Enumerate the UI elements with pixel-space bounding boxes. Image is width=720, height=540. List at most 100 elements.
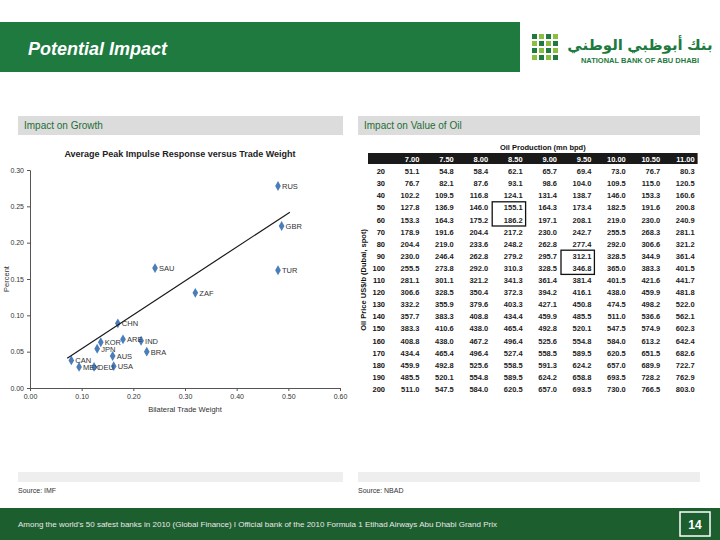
table-cell: 104.0 bbox=[573, 179, 592, 188]
table-cell: 219.0 bbox=[435, 240, 454, 249]
y-tick-mark bbox=[27, 279, 30, 280]
table-cell: 242.7 bbox=[573, 228, 592, 237]
y-axis: 0.000.050.100.150.200.250.30 bbox=[10, 167, 30, 392]
x-tick-mark bbox=[288, 388, 289, 391]
table-cell: 197.1 bbox=[538, 216, 557, 225]
column-header: 7.00 bbox=[405, 155, 420, 164]
x-axis-title: Bilateral Trade Weight bbox=[148, 405, 223, 414]
y-tick-label: 0.10 bbox=[10, 312, 24, 319]
y-tick: 0.25 bbox=[10, 203, 30, 210]
table-cell: 164.3 bbox=[538, 203, 557, 212]
table-cell: 434.4 bbox=[401, 349, 421, 358]
row-header: 110 bbox=[373, 276, 385, 285]
table-cell: 54.8 bbox=[439, 167, 454, 176]
scatter-point bbox=[144, 347, 150, 357]
table-cell: 496.4 bbox=[504, 337, 524, 346]
table-cell: 658.8 bbox=[573, 373, 592, 382]
table-cell: 82.1 bbox=[439, 179, 454, 188]
table-cell: 321.2 bbox=[469, 276, 488, 285]
x-tick: 0.00 bbox=[24, 388, 38, 400]
table-cell: 492.8 bbox=[435, 361, 454, 370]
table-cell: 520.1 bbox=[435, 373, 454, 382]
y-tick-label: 0.30 bbox=[10, 167, 24, 174]
table-cell: 558.5 bbox=[504, 361, 523, 370]
row-header: 130 bbox=[372, 300, 385, 309]
row-group-header: Oil Price US$/b (Dubai, spot) bbox=[359, 229, 368, 331]
table-cell: 344.9 bbox=[641, 252, 660, 261]
source: Source: NBAD bbox=[358, 487, 404, 494]
point-label: IND bbox=[145, 337, 159, 346]
table-cell: 381.4 bbox=[573, 276, 593, 285]
logo-tile bbox=[532, 41, 537, 46]
y-axis-line bbox=[27, 171, 31, 389]
table-cell: 554.8 bbox=[469, 373, 488, 382]
logo-tile bbox=[546, 55, 551, 60]
column-header: 10.00 bbox=[607, 155, 626, 164]
table-cell: 408.8 bbox=[401, 337, 420, 346]
table-cell: 584.0 bbox=[469, 385, 488, 394]
row-header: 100 bbox=[372, 264, 385, 273]
table-cell: 240.9 bbox=[676, 216, 695, 225]
table-cell: 485.5 bbox=[573, 312, 592, 321]
table-cell: 498.2 bbox=[641, 300, 660, 309]
table-cell: 230.0 bbox=[538, 228, 557, 237]
column-header: 10.50 bbox=[641, 155, 660, 164]
x-tick-mark bbox=[185, 388, 186, 391]
slide-title: Potential Impact bbox=[28, 39, 168, 59]
table-cell: 136.9 bbox=[435, 203, 454, 212]
logo-tile bbox=[539, 55, 544, 60]
table-cell: 728.2 bbox=[641, 373, 660, 382]
row-header: 60 bbox=[377, 216, 385, 225]
table-cell: 321.2 bbox=[676, 240, 695, 249]
table-cell: 554.8 bbox=[573, 337, 592, 346]
table-cell: 295.7 bbox=[538, 252, 557, 261]
page-box bbox=[680, 512, 710, 536]
row-header: 30 bbox=[377, 179, 385, 188]
y-axis-title: Percent bbox=[2, 265, 11, 292]
x-tick-mark bbox=[340, 388, 341, 391]
table-cell: 138.7 bbox=[573, 191, 592, 200]
column-header: 11.00 bbox=[676, 155, 694, 164]
table-cell: 146.0 bbox=[469, 203, 488, 212]
title-bar bbox=[0, 22, 520, 72]
table-cell: 547.5 bbox=[607, 324, 626, 333]
table-cell: 372.3 bbox=[504, 288, 523, 297]
y-tick: 0.00 bbox=[10, 385, 30, 392]
point-label: ARE bbox=[127, 335, 142, 344]
table-cell: 403.3 bbox=[504, 300, 523, 309]
y-tick-mark bbox=[27, 170, 30, 171]
table-cell: 693.5 bbox=[607, 373, 626, 382]
table-cell: 558.5 bbox=[538, 349, 557, 358]
table-cell: 160.6 bbox=[676, 191, 695, 200]
table-cell: 98.6 bbox=[542, 179, 557, 188]
table-cell: 146.0 bbox=[607, 191, 626, 200]
table-cell: 459.9 bbox=[538, 312, 557, 321]
scatter-point bbox=[275, 265, 281, 275]
column-header: 9.00 bbox=[542, 155, 557, 164]
table-cell: 657.0 bbox=[538, 385, 557, 394]
table-cell: 511.0 bbox=[401, 385, 419, 394]
table-cell: 332.2 bbox=[401, 300, 420, 309]
table-cell: 492.8 bbox=[538, 324, 557, 333]
point-label: AUS bbox=[117, 352, 132, 361]
table-cell: 115.0 bbox=[642, 179, 660, 188]
table-cell: 292.0 bbox=[607, 240, 626, 249]
table-cell: 689.9 bbox=[641, 361, 660, 370]
point-label: JPN bbox=[101, 345, 115, 354]
table-cell: 248.2 bbox=[504, 240, 523, 249]
logo-tile bbox=[532, 48, 537, 53]
panel-bottom bbox=[18, 472, 343, 482]
table-cell: 620.5 bbox=[607, 349, 626, 358]
table-cell: 164.3 bbox=[435, 216, 454, 225]
table-cell: 481.8 bbox=[676, 288, 695, 297]
logo-tile bbox=[553, 55, 558, 60]
row-header: 80 bbox=[377, 240, 385, 249]
table-cell: 131.4 bbox=[538, 191, 558, 200]
logo-tile bbox=[553, 34, 558, 39]
table-cell: 233.6 bbox=[469, 240, 488, 249]
table-cell: 204.4 bbox=[401, 240, 421, 249]
x-tick: 0.30 bbox=[179, 388, 193, 400]
table-cell: 191.6 bbox=[435, 228, 454, 237]
table-cell: 474.5 bbox=[607, 300, 626, 309]
table-cell: 208.1 bbox=[573, 216, 592, 225]
